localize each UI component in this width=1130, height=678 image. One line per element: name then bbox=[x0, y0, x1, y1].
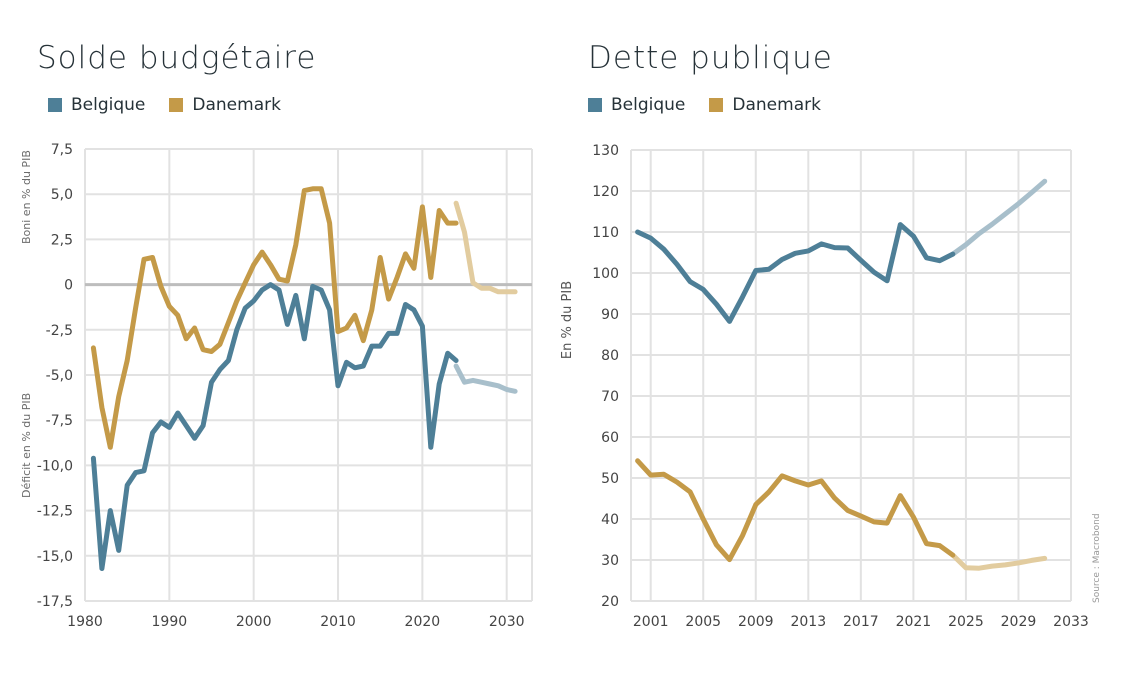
series-line-belgique bbox=[635, 222, 956, 324]
x-tick-label: 2000 bbox=[236, 614, 272, 630]
x-tick-label: 1980 bbox=[67, 614, 103, 630]
y-tick-label: -5,0 bbox=[46, 368, 73, 384]
left-y-label-top: Boni en % du PIB bbox=[20, 150, 33, 244]
legend-swatch-belgique bbox=[588, 98, 602, 112]
y-tick-label: 7,5 bbox=[51, 142, 73, 158]
y-tick-label: 20 bbox=[601, 594, 619, 610]
legend-item-danemark: Danemark bbox=[169, 95, 281, 115]
legend-swatch-danemark bbox=[169, 98, 184, 112]
y-tick-label: -17,5 bbox=[37, 594, 73, 610]
right-plot-area: 130 120 110 100 90 80 70 60 50 40 30 20 2001 2005 2009… bbox=[592, 143, 1089, 630]
x-tick-label: 2013 bbox=[790, 614, 826, 630]
source-label: Source : Macrobond bbox=[1092, 513, 1102, 603]
y-tick-label: 90 bbox=[601, 307, 619, 323]
y-tick-label: 0 bbox=[64, 278, 73, 294]
x-tick-label: 2005 bbox=[685, 614, 721, 630]
legend-label-danemark: Danemark bbox=[192, 95, 281, 115]
x-tick-label: 2030 bbox=[489, 614, 525, 630]
legend-label-danemark: Danemark bbox=[732, 95, 821, 115]
legend-label-belgique: Belgique bbox=[71, 95, 146, 115]
series-line-belgique-forecast bbox=[453, 363, 518, 394]
y-tick-label: 70 bbox=[601, 389, 619, 405]
x-tick-label: 2017 bbox=[843, 614, 879, 630]
series-line-danemark bbox=[90, 186, 459, 450]
y-tick-label: -7,5 bbox=[46, 413, 73, 429]
x-tick-label: 2009 bbox=[738, 614, 774, 630]
right-chart-title: Dette publique bbox=[588, 40, 833, 76]
y-tick-label: -15,0 bbox=[37, 549, 73, 565]
y-tick-label: 120 bbox=[592, 184, 619, 200]
left-chart-title: Solde budgétaire bbox=[37, 40, 317, 76]
y-tick-label: 2,5 bbox=[51, 232, 73, 248]
series-line-belgique-forecast bbox=[950, 178, 1048, 257]
x-tick-label: 2010 bbox=[320, 614, 356, 630]
x-tick-label: 2001 bbox=[633, 614, 669, 630]
x-tick-label: 2020 bbox=[405, 614, 441, 630]
y-tick-label: -10,0 bbox=[37, 458, 73, 474]
right-chart-legend: Belgique Danemark bbox=[588, 95, 845, 115]
y-tick-label: 5,0 bbox=[51, 187, 73, 203]
legend-item-belgique: Belgique bbox=[588, 95, 685, 115]
y-tick-label: 30 bbox=[601, 553, 619, 569]
y-tick-label: 80 bbox=[601, 348, 619, 364]
series-line-danemark bbox=[635, 458, 956, 563]
y-tick-label: 130 bbox=[592, 143, 619, 159]
legend-swatch-belgique bbox=[48, 98, 62, 112]
left-y-label-bottom: Déficit en % du PIB bbox=[20, 393, 33, 498]
legend-swatch-danemark bbox=[709, 98, 724, 112]
legend-label-belgique: Belgique bbox=[611, 95, 686, 115]
y-tick-label: 40 bbox=[601, 512, 619, 528]
x-tick-label: 2029 bbox=[1001, 614, 1037, 630]
legend-item-danemark: Danemark bbox=[709, 95, 821, 115]
right-y-label: En % du PIB bbox=[560, 281, 575, 359]
x-tick-label: 2033 bbox=[1053, 614, 1089, 630]
y-tick-label: 50 bbox=[601, 471, 619, 487]
series-line-danemark-forecast bbox=[453, 200, 518, 295]
x-tick-label: 1990 bbox=[152, 614, 188, 630]
x-tick-label: 2025 bbox=[948, 614, 984, 630]
y-tick-label: -2,5 bbox=[46, 323, 73, 339]
y-tick-label: 110 bbox=[592, 225, 619, 241]
series-line-danemark-forecast bbox=[950, 552, 1048, 571]
left-chart-legend: Belgique Danemark bbox=[48, 95, 305, 115]
series-line-belgique bbox=[90, 282, 459, 571]
y-tick-label: 100 bbox=[592, 266, 619, 282]
left-plot-area: 7,5 5,0 2,5 0 -2,5 -5,0 -7,5 -10,0 -12,5 -15,0 -17… bbox=[37, 142, 533, 630]
legend-item-belgique: Belgique bbox=[48, 95, 145, 115]
y-tick-label: 60 bbox=[601, 430, 619, 446]
x-tick-label: 2021 bbox=[896, 614, 932, 630]
y-tick-label: -12,5 bbox=[37, 504, 73, 520]
